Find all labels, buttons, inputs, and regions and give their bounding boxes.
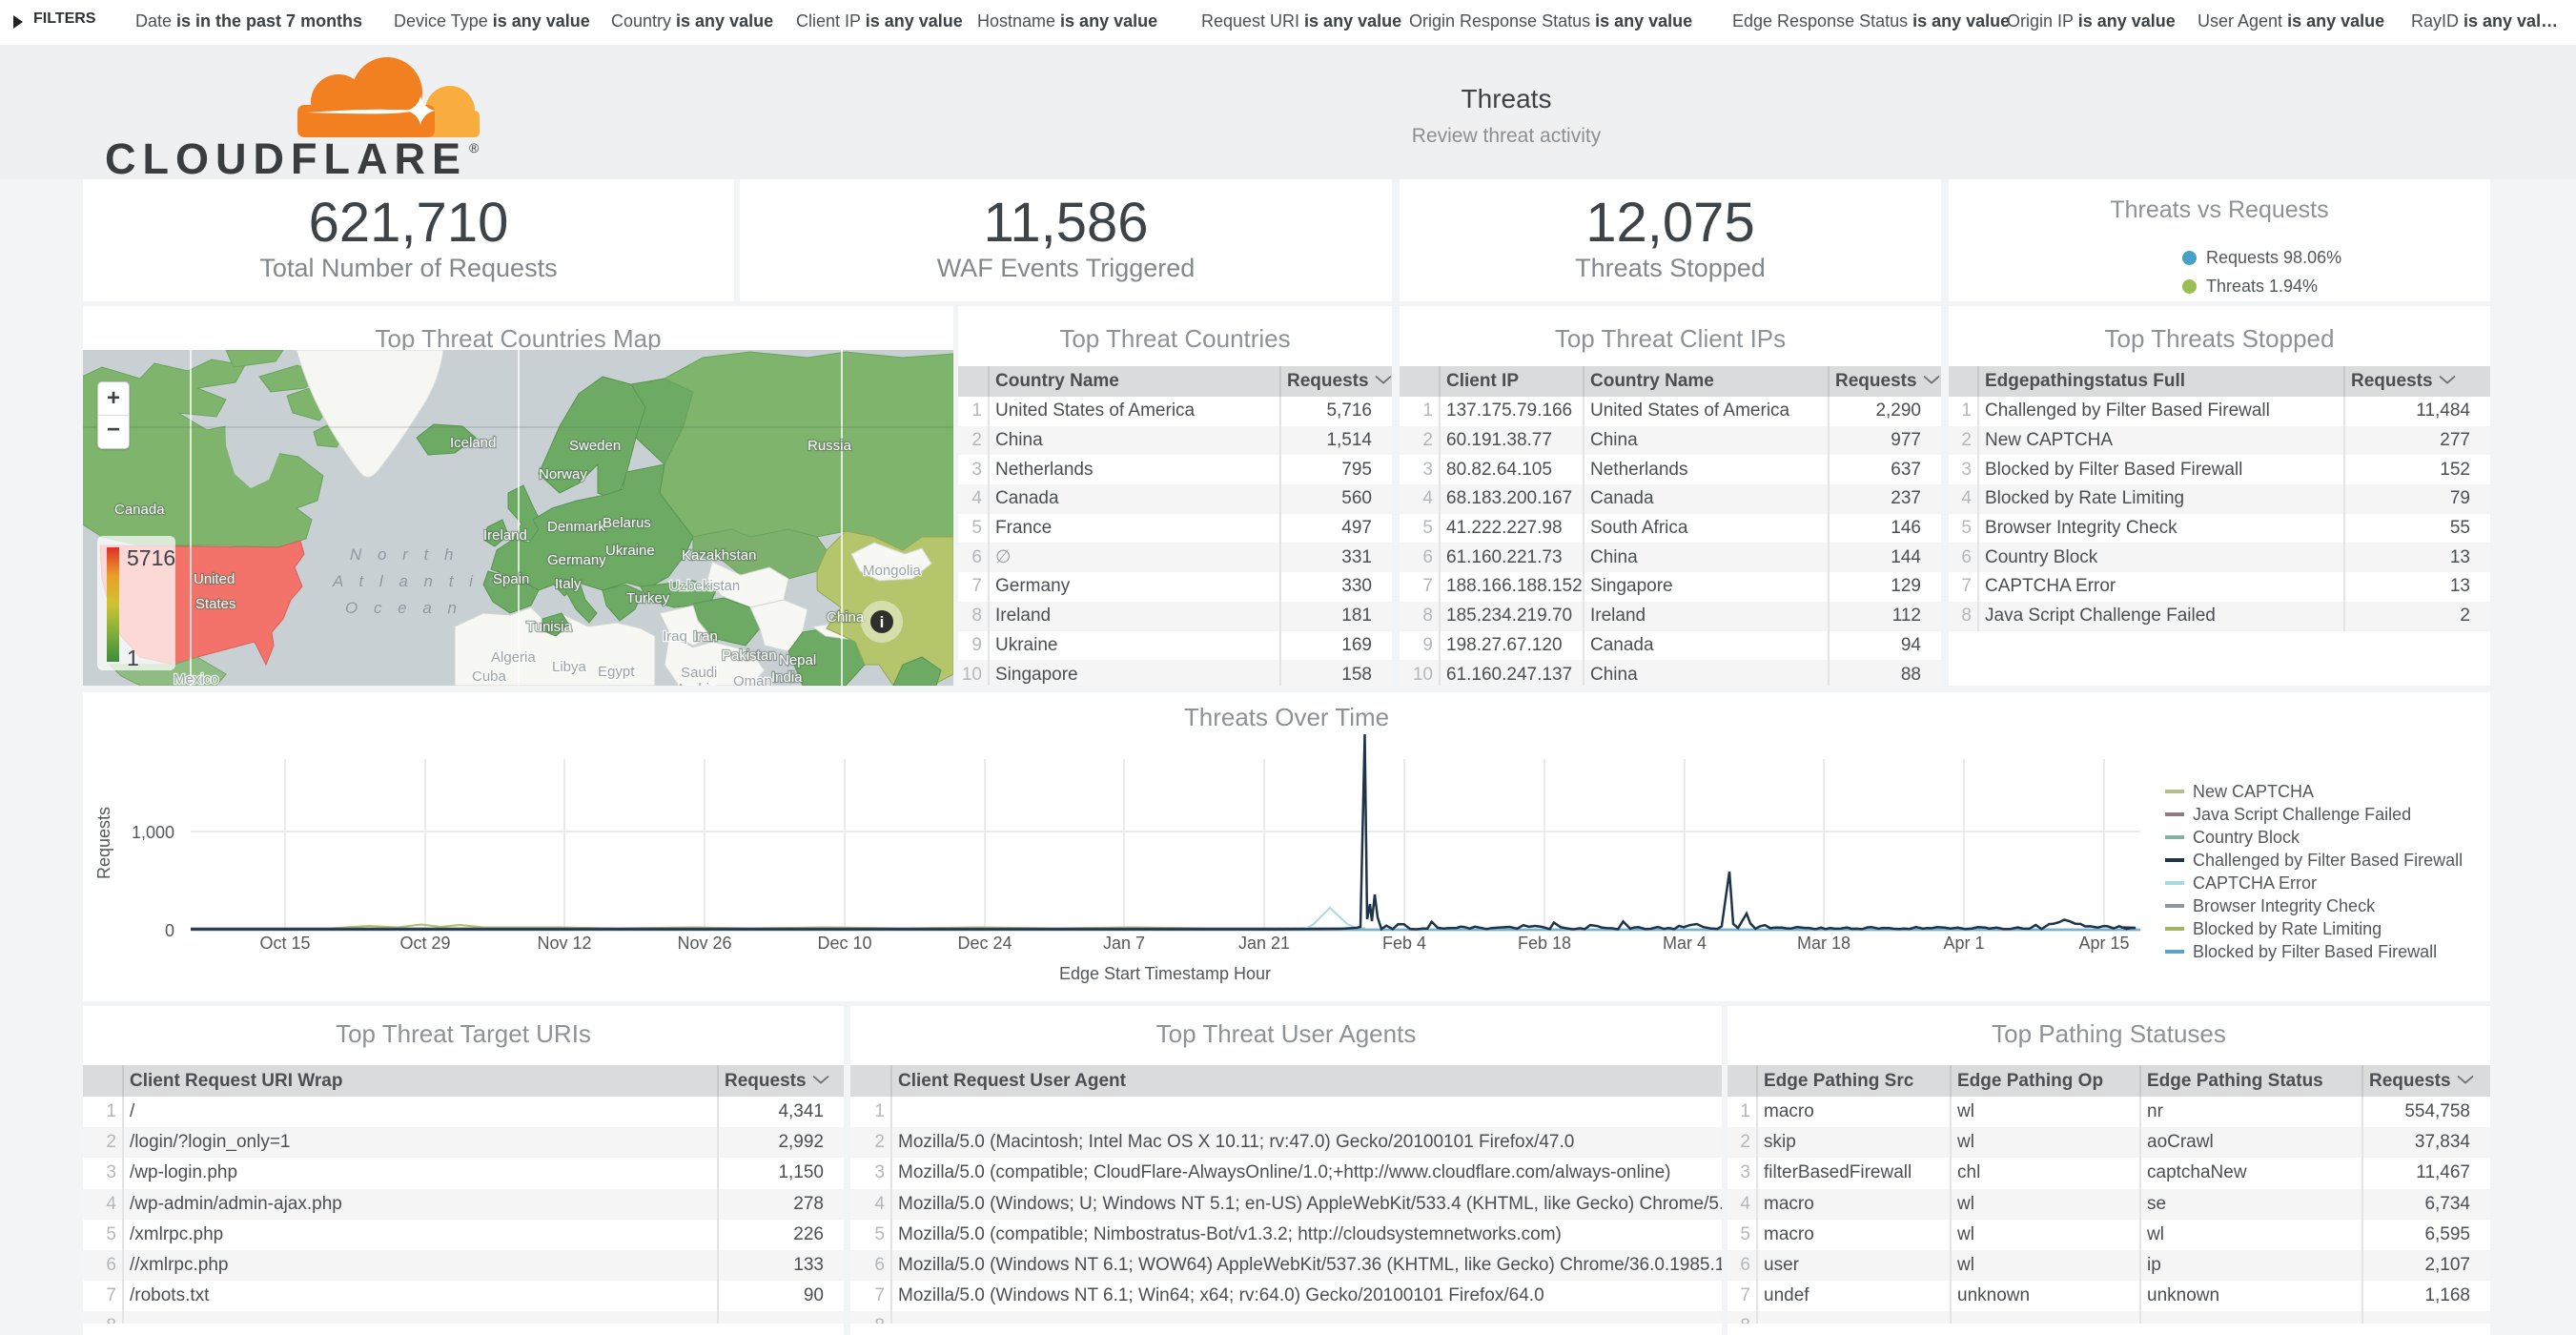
svg-text:Ukraine: Ukraine xyxy=(605,543,655,559)
svg-text:CAPTCHA Error: CAPTCHA Error xyxy=(2193,873,2317,893)
svg-text:Java Script Challenge Failed: Java Script Challenge Failed xyxy=(2193,805,2411,824)
svg-text:A t l a n t i c: A t l a n t i c xyxy=(332,572,502,590)
svg-text:Uzbekistan: Uzbekistan xyxy=(669,578,740,594)
svg-text:CLOUDFLARE: CLOUDFLARE xyxy=(105,134,467,177)
svg-text:Challenged by Filter Based Fir: Challenged by Filter Based Firewall xyxy=(2193,851,2463,870)
svg-text:Feb 4: Feb 4 xyxy=(1382,934,1426,953)
svg-text:Canada: Canada xyxy=(114,502,165,518)
svg-text:Dec 24: Dec 24 xyxy=(957,934,1012,953)
svg-text:Apr 15: Apr 15 xyxy=(2078,934,2129,953)
svg-text:Denmark: Denmark xyxy=(547,519,605,535)
svg-text:Pakistan: Pakistan xyxy=(722,647,777,664)
svg-text:Oman: Oman xyxy=(733,673,772,686)
svg-text:Egypt: Egypt xyxy=(598,664,635,680)
svg-text:Kazakhstan: Kazakhstan xyxy=(682,547,756,564)
svg-text:Algeria: Algeria xyxy=(491,649,536,666)
svg-text:Apr 1: Apr 1 xyxy=(1943,934,1984,953)
svg-text:Blocked by Filter Based Firewa: Blocked by Filter Based Firewall xyxy=(2193,942,2437,961)
svg-text:O c e a n: O c e a n xyxy=(345,599,462,617)
svg-text:Jan 21: Jan 21 xyxy=(1238,934,1290,953)
svg-text:N o r t h: N o r t h xyxy=(350,545,459,564)
svg-text:Libya: Libya xyxy=(552,659,587,675)
svg-text:i: i xyxy=(880,613,885,631)
svg-text:Iraq: Iraq xyxy=(663,628,687,645)
svg-text:Iran: Iran xyxy=(693,628,718,645)
svg-text:New CAPTCHA: New CAPTCHA xyxy=(2193,782,2314,801)
svg-text:Nov 12: Nov 12 xyxy=(537,934,591,953)
svg-text:Browser Integrity Check: Browser Integrity Check xyxy=(2193,896,2376,915)
svg-text:5716: 5716 xyxy=(127,545,175,570)
svg-text:Iceland: Iceland xyxy=(450,435,496,451)
svg-text:Cuba: Cuba xyxy=(472,668,507,685)
svg-text:Turkey: Turkey xyxy=(626,590,670,606)
svg-text:1,000: 1,000 xyxy=(132,823,174,842)
svg-text:Belarus: Belarus xyxy=(603,515,651,531)
svg-text:Mar 4: Mar 4 xyxy=(1663,934,1707,953)
svg-text:Edge Start Timestamp Hour: Edge Start Timestamp Hour xyxy=(1059,964,1271,983)
svg-text:1: 1 xyxy=(127,646,139,670)
svg-text:India: India xyxy=(771,669,803,686)
svg-text:Mongolia: Mongolia xyxy=(863,563,922,579)
svg-text:Mar 18: Mar 18 xyxy=(1797,934,1850,953)
svg-text:Arabia: Arabia xyxy=(676,681,718,686)
svg-text:Tunisia: Tunisia xyxy=(526,619,572,635)
svg-text:Italy: Italy xyxy=(555,576,582,592)
svg-text:Germany: Germany xyxy=(547,552,606,568)
svg-text:Mexico: Mexico xyxy=(174,671,219,686)
svg-text:China: China xyxy=(827,609,865,626)
svg-text:Nepal: Nepal xyxy=(779,652,816,668)
svg-text:Nov 26: Nov 26 xyxy=(677,934,731,953)
svg-text:Feb 18: Feb 18 xyxy=(1518,934,1571,953)
svg-text:Jan 7: Jan 7 xyxy=(1103,934,1145,953)
svg-text:United: United xyxy=(194,571,235,587)
svg-text:States: States xyxy=(195,596,236,612)
svg-text:®: ® xyxy=(469,140,480,155)
svg-text:Country Block: Country Block xyxy=(2193,828,2300,847)
svg-text:Norway: Norway xyxy=(539,466,587,483)
svg-text:Ireland: Ireland xyxy=(483,527,527,544)
svg-text:Blocked by Rate Limiting: Blocked by Rate Limiting xyxy=(2193,919,2382,938)
svg-text:Spain: Spain xyxy=(493,571,529,587)
svg-text:0: 0 xyxy=(165,921,174,940)
svg-text:Oct 29: Oct 29 xyxy=(399,934,450,953)
svg-text:Oct 15: Oct 15 xyxy=(259,934,310,953)
svg-text:Saudi: Saudi xyxy=(681,665,717,681)
svg-text:Russia: Russia xyxy=(808,438,852,454)
svg-text:Requests: Requests xyxy=(94,807,113,879)
svg-text:Sweden: Sweden xyxy=(569,438,621,454)
svg-text:Dec 10: Dec 10 xyxy=(817,934,871,953)
